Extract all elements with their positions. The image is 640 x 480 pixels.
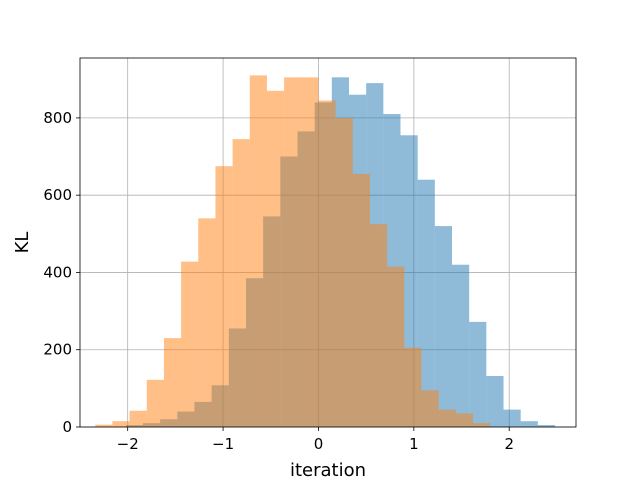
ticks-layer: −2 −1 0 1 2 0 200 400 600 800	[43, 109, 514, 453]
bars-layer	[95, 75, 556, 428]
histogram-bar-series1-bin6	[198, 218, 216, 427]
histogram-bar-series1-bin14	[335, 117, 353, 428]
x-tick-label: 2	[504, 435, 514, 453]
y-tick-label: 200	[43, 341, 72, 359]
y-axis-label: KL	[12, 232, 33, 254]
x-axis-label: iteration	[290, 460, 366, 480]
histogram-bar-series1-bin10	[266, 90, 285, 428]
histogram-bar-series1-bin18	[404, 347, 422, 427]
histogram-bar-series1-bin7	[215, 166, 233, 427]
histogram-bar-series1-bin2	[129, 410, 147, 427]
histogram-bar-series1-bin1	[112, 421, 130, 427]
histogram-bar-series1-bin0	[95, 424, 113, 427]
x-tick-label: −1	[212, 435, 234, 453]
x-tick-label: −2	[117, 435, 139, 453]
x-tick-label: 0	[314, 435, 324, 453]
histogram-bar-series1-bin9	[249, 75, 267, 427]
histogram-bar-series1-bin13	[318, 100, 336, 427]
histogram-bar-series0-bin23	[520, 421, 538, 427]
histogram-bar-series1-bin11	[284, 77, 302, 428]
y-tick-label: 600	[43, 186, 72, 204]
histogram-bar-series1-bin15	[352, 173, 370, 427]
histogram-bar-series1-bin12	[301, 77, 319, 428]
histogram-bar-series1-bin22	[472, 423, 491, 427]
histogram-bar-series1-bin4	[163, 338, 182, 427]
histogram-bar-series1-bin5	[181, 261, 199, 427]
histogram-bar-series0-bin18	[434, 226, 452, 427]
histogram-bar-series0-bin20	[469, 321, 487, 427]
y-tick-label: 800	[43, 109, 72, 127]
histogram-bar-series0-bin17	[417, 179, 435, 427]
histogram-bar-series1-bin20	[438, 409, 456, 427]
y-tick-label: 400	[43, 263, 72, 281]
histogram-bar-series1-bin8	[232, 139, 250, 427]
plot-frame	[79, 57, 577, 428]
histogram-bar-series1-bin21	[455, 413, 473, 427]
histogram-bar-series0-bin24	[537, 425, 556, 427]
histogram-bar-series1-bin17	[387, 266, 405, 427]
histogram-bar-series0-bin19	[452, 264, 470, 427]
x-tick-label: 1	[409, 435, 419, 453]
histogram-bar-series0-bin22	[503, 409, 521, 427]
histogram-bar-series1-bin3	[146, 379, 164, 427]
y-tick-label: 0	[62, 418, 72, 436]
histogram-bar-series1-bin16	[369, 224, 388, 427]
histogram-bar-series0-bin21	[486, 375, 504, 427]
histogram-bar-series1-bin19	[421, 390, 439, 427]
